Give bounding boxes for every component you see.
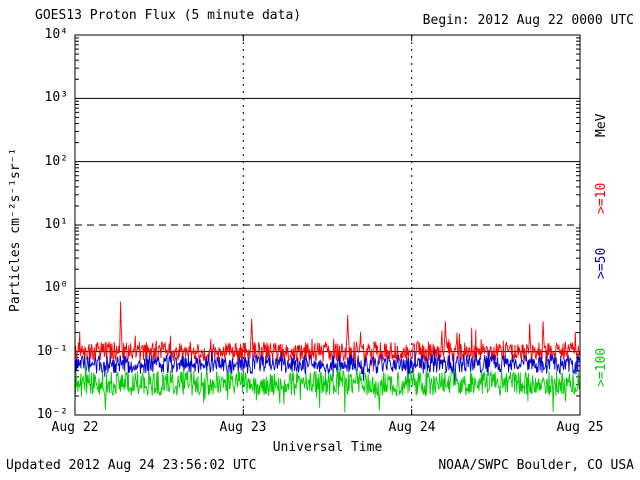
y-tick-1e-2: 10⁻² — [36, 407, 68, 422]
y-tick-1e0: 10⁰ — [44, 280, 68, 295]
x-axis-label: Universal Time — [272, 440, 383, 455]
updated-timestamp: Updated 2012 Aug 24 23:56:02 UTC — [6, 458, 257, 473]
flux-series-0 — [74, 301, 581, 372]
source-credit: NOAA/SWPC Boulder, CO USA — [438, 458, 634, 473]
flux-series-1 — [74, 349, 581, 382]
x-tick-aug24: Aug 24 — [388, 420, 436, 435]
flux-series-2 — [74, 363, 581, 413]
legend-ge10-label: >=10 — [594, 182, 609, 214]
y-tick-1e3: 10³ — [44, 90, 68, 105]
chart-title: GOES13 Proton Flux (5 minute data) — [35, 8, 302, 23]
y-tick-1e4: 10⁴ — [44, 27, 68, 42]
y-tick-1e-1: 10⁻¹ — [36, 344, 68, 359]
unit-label-mev: MeV — [594, 113, 609, 137]
y-tick-1e2: 10² — [44, 154, 68, 169]
begin-timestamp: Begin: 2012 Aug 22 0000 UTC — [422, 13, 634, 28]
plot-frame — [74, 34, 581, 416]
x-tick-aug23: Aug 23 — [219, 420, 267, 435]
legend-ge50-label: >=50 — [594, 247, 609, 279]
x-tick-aug22: Aug 22 — [51, 420, 99, 435]
x-tick-aug25: Aug 25 — [556, 420, 604, 435]
y-tick-1e1: 10¹ — [44, 217, 68, 232]
legend-ge100-label: >=100 — [594, 347, 609, 387]
